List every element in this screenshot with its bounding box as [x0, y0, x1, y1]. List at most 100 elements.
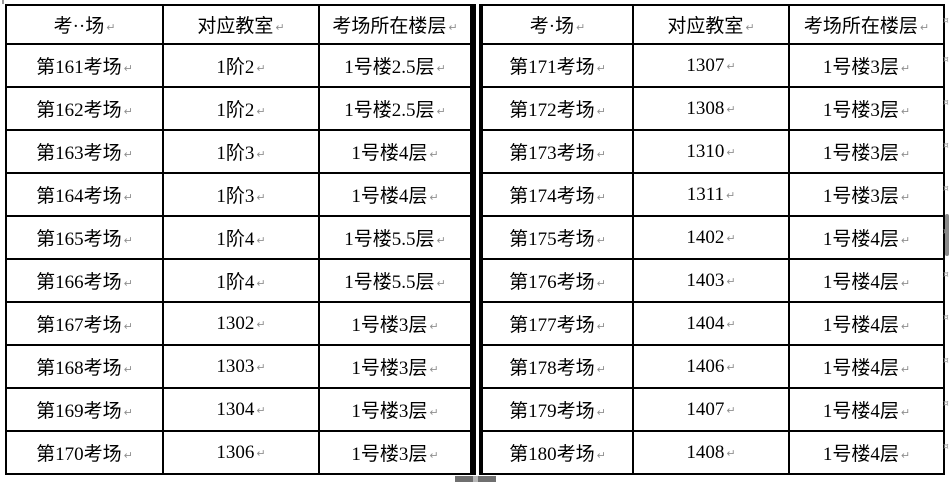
table-cell[interactable]: 1号楼3层 ↵ — [788, 172, 945, 217]
cell-end-mark-icon: ↵ — [745, 21, 755, 34]
table-row: 第179考场 ↵ 1407 ↵ 1号楼4层 ↵ — [480, 387, 945, 432]
cell-end-mark-icon: ↵ — [256, 234, 266, 247]
table-cell[interactable]: 1402 ↵ — [632, 215, 790, 260]
cell-text: 1阶4 — [216, 229, 255, 250]
row-end-mark-icon: ¤ — [943, 270, 949, 280]
table-cell[interactable]: 1阶4 ↵ — [162, 258, 320, 303]
cell-text: 考场所在楼层 — [803, 16, 918, 37]
table-cell[interactable]: 1407 ↵ — [632, 387, 790, 432]
cell-text: 1号楼4层 — [351, 186, 428, 207]
column-header: 对应教室 ↵ — [162, 4, 320, 45]
table-cell[interactable]: 1号楼2.5层 ↵ — [318, 86, 474, 131]
table-cell[interactable]: 1号楼4层 ↵ — [788, 430, 945, 475]
table-cell[interactable]: 第168考场 ↵ — [5, 344, 164, 389]
table-cell[interactable]: 1号楼4层 ↵ — [318, 129, 474, 174]
table-cell[interactable]: 1311 ↵ — [632, 172, 790, 217]
cell-text: 1403 — [686, 269, 725, 291]
table-cell[interactable]: 1303 ↵ — [162, 344, 320, 389]
table-cell[interactable]: 1406 ↵ — [632, 344, 790, 389]
table-cell[interactable]: 1号楼3层 ↵ — [788, 43, 945, 88]
table-row: 第176考场 ↵ 1403 ↵ 1号楼4层 ↵ — [480, 258, 945, 303]
cell-end-mark-icon: ↵ — [900, 320, 911, 333]
cell-end-mark-icon: ↵ — [256, 317, 266, 331]
cell-end-mark-icon: ↵ — [726, 145, 736, 159]
cell-text: 1310 — [686, 140, 725, 162]
cell-end-mark-icon: ↵ — [123, 320, 133, 333]
cell-end-mark-icon: ↵ — [596, 277, 606, 290]
table-cell[interactable]: 第175考场 ↵ — [480, 215, 634, 260]
table-cell[interactable]: 1号楼3层 ↵ — [788, 129, 945, 174]
table-cell[interactable]: 1号楼3层 ↵ — [788, 86, 945, 131]
cell-end-mark-icon: ↵ — [429, 320, 439, 333]
table-cell[interactable]: 1号楼4层 ↵ — [788, 387, 945, 432]
cell-end-mark-icon: ↵ — [900, 449, 911, 462]
table-cell[interactable]: 1号楼5.5层 ↵ — [318, 215, 474, 260]
table-cell[interactable]: 第170考场 ↵ — [5, 430, 164, 475]
table-cell[interactable]: 第161考场 ↵ — [5, 43, 164, 88]
cell-text: 1308 — [686, 97, 725, 119]
table-cell[interactable]: 1号楼4层 ↵ — [318, 172, 474, 217]
table-cell[interactable]: 1号楼4层 ↵ — [788, 215, 945, 260]
table-row: 第171考场 ↵ 1307 ↵ 1号楼3层 ↵ — [480, 43, 945, 88]
table-cell[interactable]: 1号楼4层 ↵ — [788, 344, 945, 389]
table-cell[interactable]: 1306 ↵ — [162, 430, 320, 475]
table-cell[interactable]: 第178考场 ↵ — [480, 344, 634, 389]
table-cell[interactable]: 1号楼2.5层 ↵ — [318, 43, 474, 88]
column-header: 考·场 ↵ — [480, 4, 634, 45]
table-cell[interactable]: 1号楼3层 ↵ — [318, 387, 474, 432]
table-cell[interactable]: 1阶4 ↵ — [162, 215, 320, 260]
table-cell[interactable]: 第180考场 ↵ — [480, 430, 634, 475]
table-row: 第177考场 ↵ 1404 ↵ 1号楼4层 ↵ — [480, 301, 945, 346]
table-cell[interactable]: 1403 ↵ — [632, 258, 790, 303]
table-cell[interactable]: 第177考场 ↵ — [480, 301, 634, 346]
table-cell[interactable]: 第162考场 ↵ — [5, 86, 164, 131]
cell-end-mark-icon: ↵ — [576, 21, 586, 34]
table-cell[interactable]: 第169考场 ↵ — [5, 387, 164, 432]
table-cell[interactable]: 第171考场 ↵ — [480, 43, 634, 88]
table-cell[interactable]: 第174考场 ↵ — [480, 172, 634, 217]
table-cell[interactable]: 1号楼5.5层 ↵ — [318, 258, 474, 303]
cell-end-mark-icon: ↵ — [123, 191, 133, 204]
table-cell[interactable]: 1号楼3层 ↵ — [318, 344, 474, 389]
cell-end-mark-icon: ↵ — [900, 363, 911, 376]
row-end-mark-icon: ¤ — [943, 399, 949, 409]
table-cell[interactable]: 1307 ↵ — [632, 43, 790, 88]
table-cell[interactable]: 1阶2 ↵ — [162, 86, 320, 131]
table-cell[interactable]: 1408 ↵ — [632, 430, 790, 475]
table-cell[interactable]: 1阶2 ↵ — [162, 43, 320, 88]
cell-text: 对应教室 — [667, 16, 744, 37]
cell-end-mark-icon: ↵ — [275, 21, 285, 34]
table-cell[interactable]: 第163考场 ↵ — [5, 129, 164, 174]
cell-end-mark-icon: ↵ — [123, 105, 133, 118]
header-row: 考··场 ↵ 对应教室 ↵ 考场所在楼层 ↵ — [5, 4, 474, 45]
table-cell[interactable]: 1号楼3层 ↵ — [318, 430, 474, 475]
table-cell[interactable]: 1304 ↵ — [162, 387, 320, 432]
table-resize-handle[interactable] — [455, 476, 496, 482]
row-end-mark-icon: ¤ — [943, 313, 949, 323]
table-cell[interactable]: 1号楼4层 ↵ — [788, 258, 945, 303]
table-cell[interactable]: 1302 ↵ — [162, 301, 320, 346]
table-cell[interactable]: 第179考场 ↵ — [480, 387, 634, 432]
table-cell[interactable]: 第167考场 ↵ — [5, 301, 164, 346]
table-cell[interactable]: 1号楼4层 ↵ — [788, 301, 945, 346]
table-cell[interactable]: 1阶3 ↵ — [162, 129, 320, 174]
table-cell[interactable]: 第164考场 ↵ — [5, 172, 164, 217]
table-cell[interactable]: 1号楼3层 ↵ — [318, 301, 474, 346]
table-cell[interactable]: 第173考场 ↵ — [480, 129, 634, 174]
table-cell[interactable]: 1阶3 ↵ — [162, 172, 320, 217]
table-row: 第164考场 ↵ 1阶3 ↵ 1号楼4层 ↵ — [5, 172, 474, 217]
table-cell[interactable]: 1310 ↵ — [632, 129, 790, 174]
table-cell[interactable]: 第165考场 ↵ — [5, 215, 164, 260]
table-cell[interactable]: 1308 ↵ — [632, 86, 790, 131]
cell-end-mark-icon: ↵ — [596, 234, 606, 247]
table-cell[interactable]: 第172考场 ↵ — [480, 86, 634, 131]
scrollbar-thumb[interactable] — [945, 214, 949, 256]
cell-text: 1407 — [686, 398, 725, 420]
cell-text: 第164考场 — [36, 186, 122, 207]
table-cell[interactable]: 第176考场 ↵ — [480, 258, 634, 303]
cell-end-mark-icon: ↵ — [596, 320, 606, 333]
cell-text: 考·场 — [529, 16, 575, 37]
table-cell[interactable]: 1404 ↵ — [632, 301, 790, 346]
cell-end-mark-icon: ↵ — [429, 363, 439, 376]
table-cell[interactable]: 第166考场 ↵ — [5, 258, 164, 303]
